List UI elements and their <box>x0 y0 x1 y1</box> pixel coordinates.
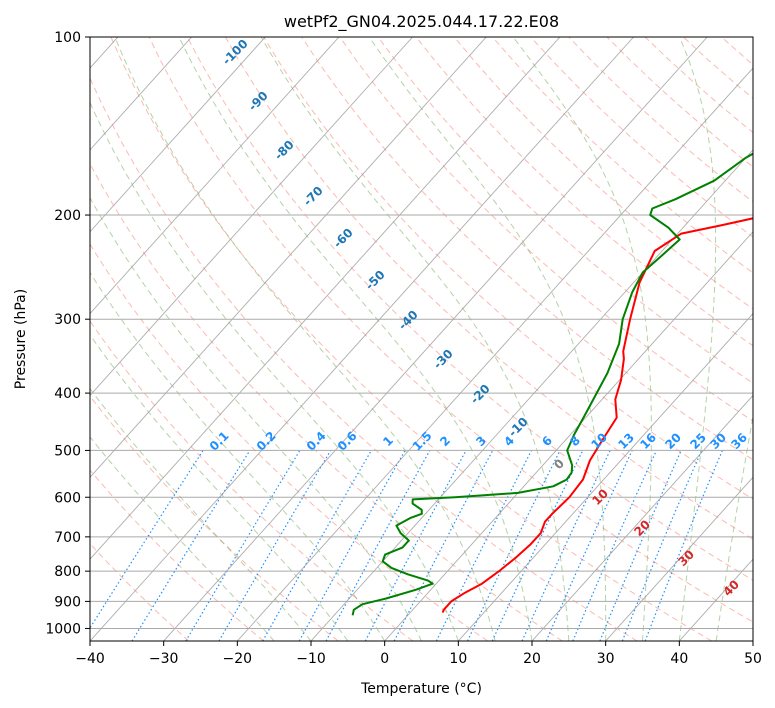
temperature-profile <box>441 217 753 613</box>
y-tick-label: 900 <box>54 594 81 610</box>
x-tick-label: 50 <box>744 651 762 667</box>
isotherm <box>90 37 340 315</box>
x-tick-label: −10 <box>296 651 326 667</box>
y-tick-label: 600 <box>54 490 81 506</box>
y-tick-label: 700 <box>54 530 81 546</box>
mixing-ratio-line <box>545 450 633 641</box>
dry-adiabat <box>90 395 339 641</box>
dry-adiabat <box>415 37 753 347</box>
mixing-ratio-line <box>621 450 703 641</box>
isotherm <box>236 67 753 641</box>
isotherm <box>90 37 192 151</box>
isotherm <box>163 37 708 641</box>
dry-adiabat <box>90 542 190 641</box>
mixing-ratio-line <box>298 450 406 641</box>
isotherm <box>310 149 753 641</box>
moist-adiabat <box>90 436 275 641</box>
y-tick-label: 200 <box>54 208 81 224</box>
y-axis-label: Pressure (hPa) <box>13 289 29 389</box>
isotherm <box>457 312 753 641</box>
isotherm <box>90 37 634 641</box>
dry-adiabat <box>90 243 488 641</box>
moist-adiabat <box>178 37 533 641</box>
x-axis-label: Temperature (°C) <box>360 681 482 697</box>
x-tick-label: 20 <box>523 651 541 667</box>
mixing-ratio-line <box>325 450 431 641</box>
isotherm <box>605 476 753 641</box>
isotherm <box>90 37 487 478</box>
y-tick-label: 1000 <box>45 621 81 637</box>
profiles <box>351 152 753 616</box>
moist-adiabat <box>678 37 717 641</box>
background-lines <box>90 37 753 641</box>
moist-adiabat <box>715 413 753 641</box>
y-tick-label: 500 <box>54 443 81 459</box>
x-tick-label: −40 <box>75 651 105 667</box>
x-tick-label: 0 <box>380 651 389 667</box>
dry-adiabat <box>90 469 264 641</box>
y-tick-label: 100 <box>54 30 81 46</box>
y-tick-label: 800 <box>54 564 81 580</box>
moist-adiabat <box>368 37 607 641</box>
isotherm <box>90 37 561 560</box>
mixing-ratio-line <box>262 450 372 641</box>
x-tick-label: 10 <box>449 651 467 667</box>
dry-adiabat <box>110 37 712 641</box>
x-tick-label: −30 <box>149 651 179 667</box>
y-tick-label: 400 <box>54 386 81 402</box>
moist-adiabat <box>90 101 459 641</box>
chart-title: wetPf2_GN04.2025.044.17.22.E08 <box>284 12 559 32</box>
mixing-ratio-line <box>599 450 682 641</box>
x-axis: −40 −30 −20 −10 0 10 20 30 40 50 <box>75 641 762 667</box>
x-tick-label: 40 <box>670 651 688 667</box>
dewpoint-profile <box>351 152 753 616</box>
isotherm <box>90 37 266 233</box>
plot-frame <box>89 36 754 642</box>
y-tick-label: 300 <box>54 312 81 328</box>
dry-adiabat <box>148 37 753 623</box>
dry-adiabat <box>90 162 563 641</box>
x-tick-label: 30 <box>597 651 615 667</box>
mixing-ratio-line <box>90 450 204 630</box>
moist-adiabat <box>114 37 496 641</box>
dry-adiabat <box>453 37 753 310</box>
isotherm <box>90 37 413 397</box>
moist-adiabat <box>90 271 386 641</box>
moist-adiabat <box>90 333 349 641</box>
y-axis: 100 200 300 400 500 600 700 800 900 1000 <box>45 30 90 637</box>
mixing-ratio-line <box>644 450 723 641</box>
mixing-ratio-line <box>572 450 658 641</box>
x-tick-label: −20 <box>223 651 253 667</box>
isotherm <box>531 394 753 641</box>
moist-adiabat <box>260 37 570 641</box>
isotherm <box>384 231 753 641</box>
